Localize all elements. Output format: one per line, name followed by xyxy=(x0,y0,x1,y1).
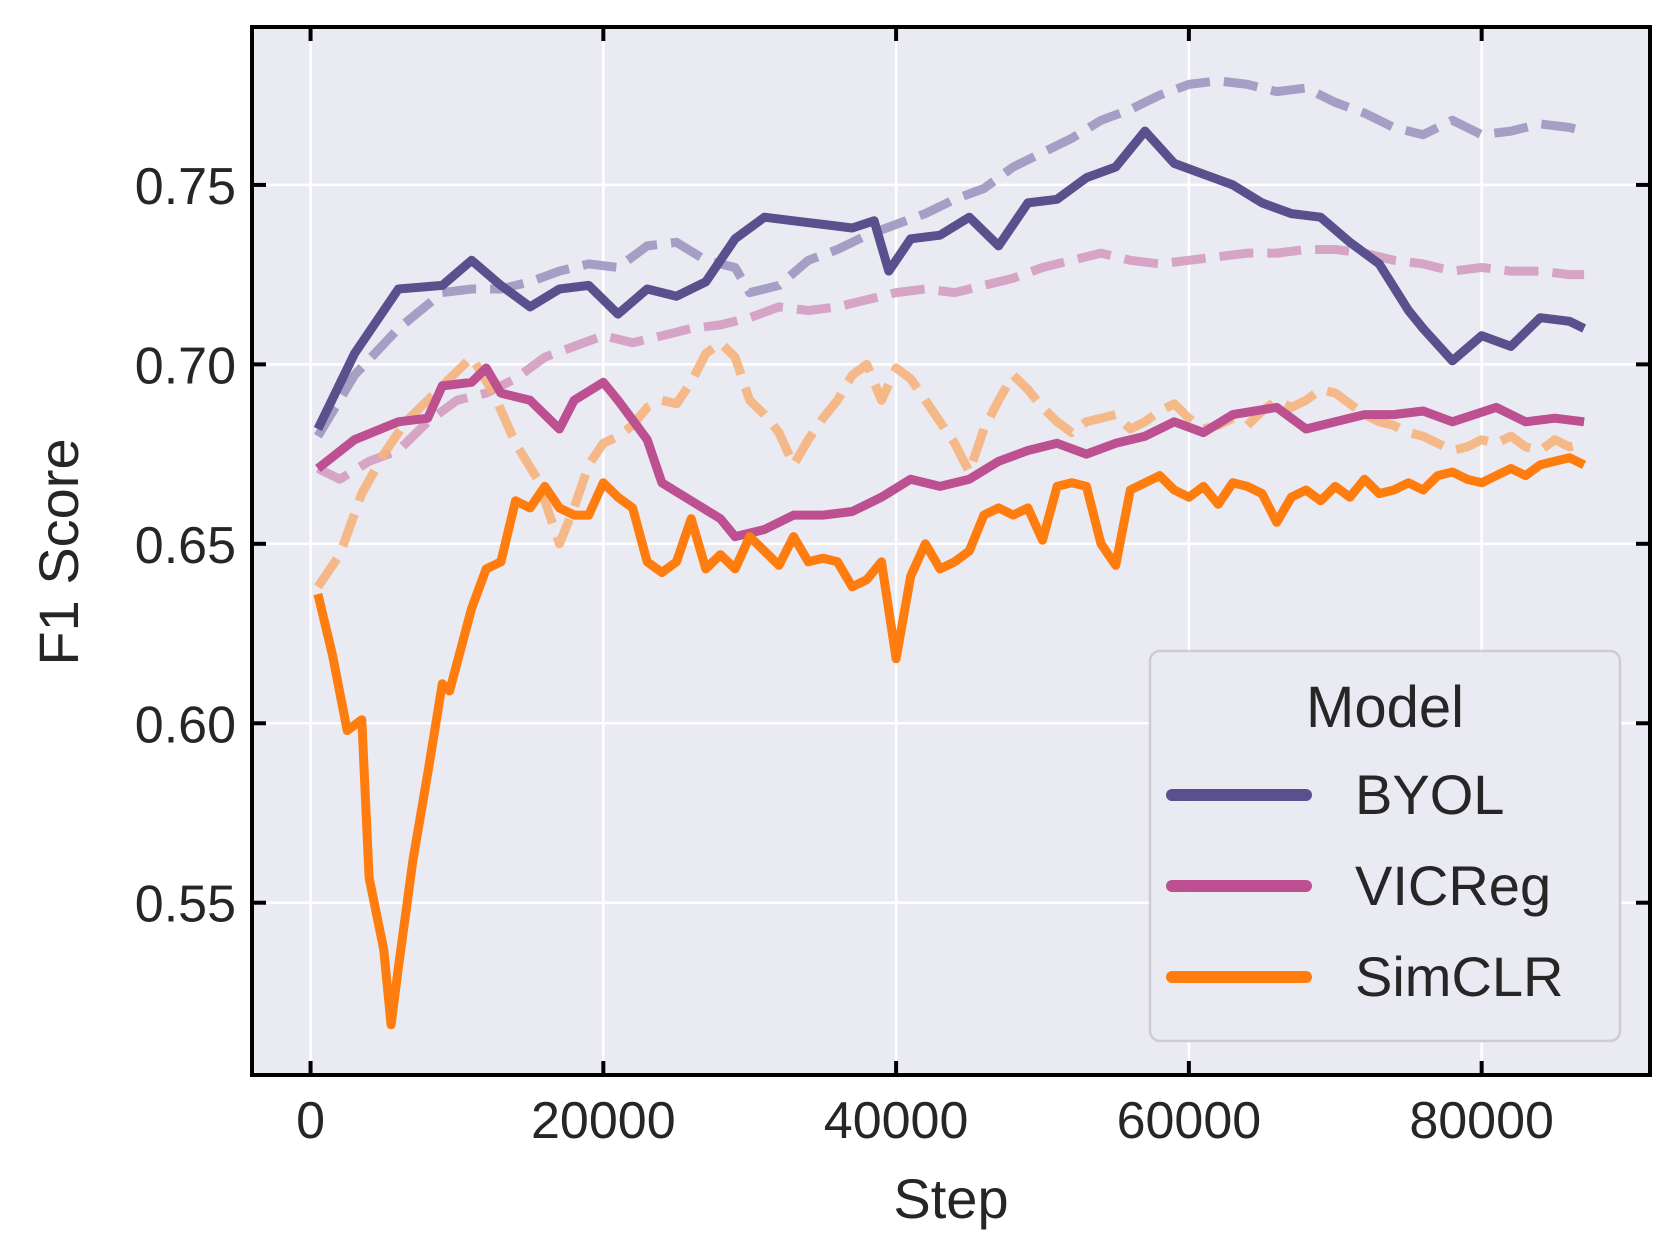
legend-title: Model xyxy=(1306,675,1464,740)
series-line-simclr xyxy=(313,453,1587,1030)
series-line-byol xyxy=(313,126,1587,431)
legend-box xyxy=(1148,649,1622,1043)
plot-frame xyxy=(250,25,1652,1077)
legend-label-vicreg: VICReg xyxy=(1355,854,1551,917)
legend-label-byol: BYOL xyxy=(1355,763,1504,826)
dashed-series-group xyxy=(314,76,1586,590)
x-tick-label: 0 xyxy=(296,1092,325,1150)
x-tick-label: 20000 xyxy=(531,1092,676,1150)
dashed-series-line-3 xyxy=(314,76,1586,439)
y-axis-title: F1 Score xyxy=(27,438,90,665)
y-tick-label: 0.75 xyxy=(135,158,236,216)
y-tick-labels: 0.55 0.60 0.65 0.70 0.75 xyxy=(135,158,236,934)
series-line-vicreg xyxy=(315,363,1585,542)
dashed-series-line-4 xyxy=(315,245,1585,484)
x-tick-label: 40000 xyxy=(824,1092,969,1150)
x-tick-label: 60000 xyxy=(1117,1092,1262,1150)
solid-series-group xyxy=(313,126,1587,1030)
axis-ticks xyxy=(252,27,1650,1075)
x-axis-title: Step xyxy=(893,1167,1008,1230)
y-tick-label: 0.70 xyxy=(135,337,236,395)
x-tick-label: 80000 xyxy=(1409,1092,1554,1150)
y-tick-label: 0.65 xyxy=(135,517,236,575)
legend-label-simclr: SimCLR xyxy=(1355,945,1563,1008)
legend: Model BYOL VICReg SimCLR xyxy=(1148,649,1622,1043)
x-tick-labels: 0 20000 40000 60000 80000 xyxy=(296,1092,1554,1150)
y-tick-label: 0.55 xyxy=(135,876,236,934)
legend-entries: BYOL VICReg SimCLR xyxy=(1166,763,1563,1008)
dashed-series-line-5 xyxy=(314,338,1586,590)
y-tick-label: 0.60 xyxy=(135,696,236,754)
